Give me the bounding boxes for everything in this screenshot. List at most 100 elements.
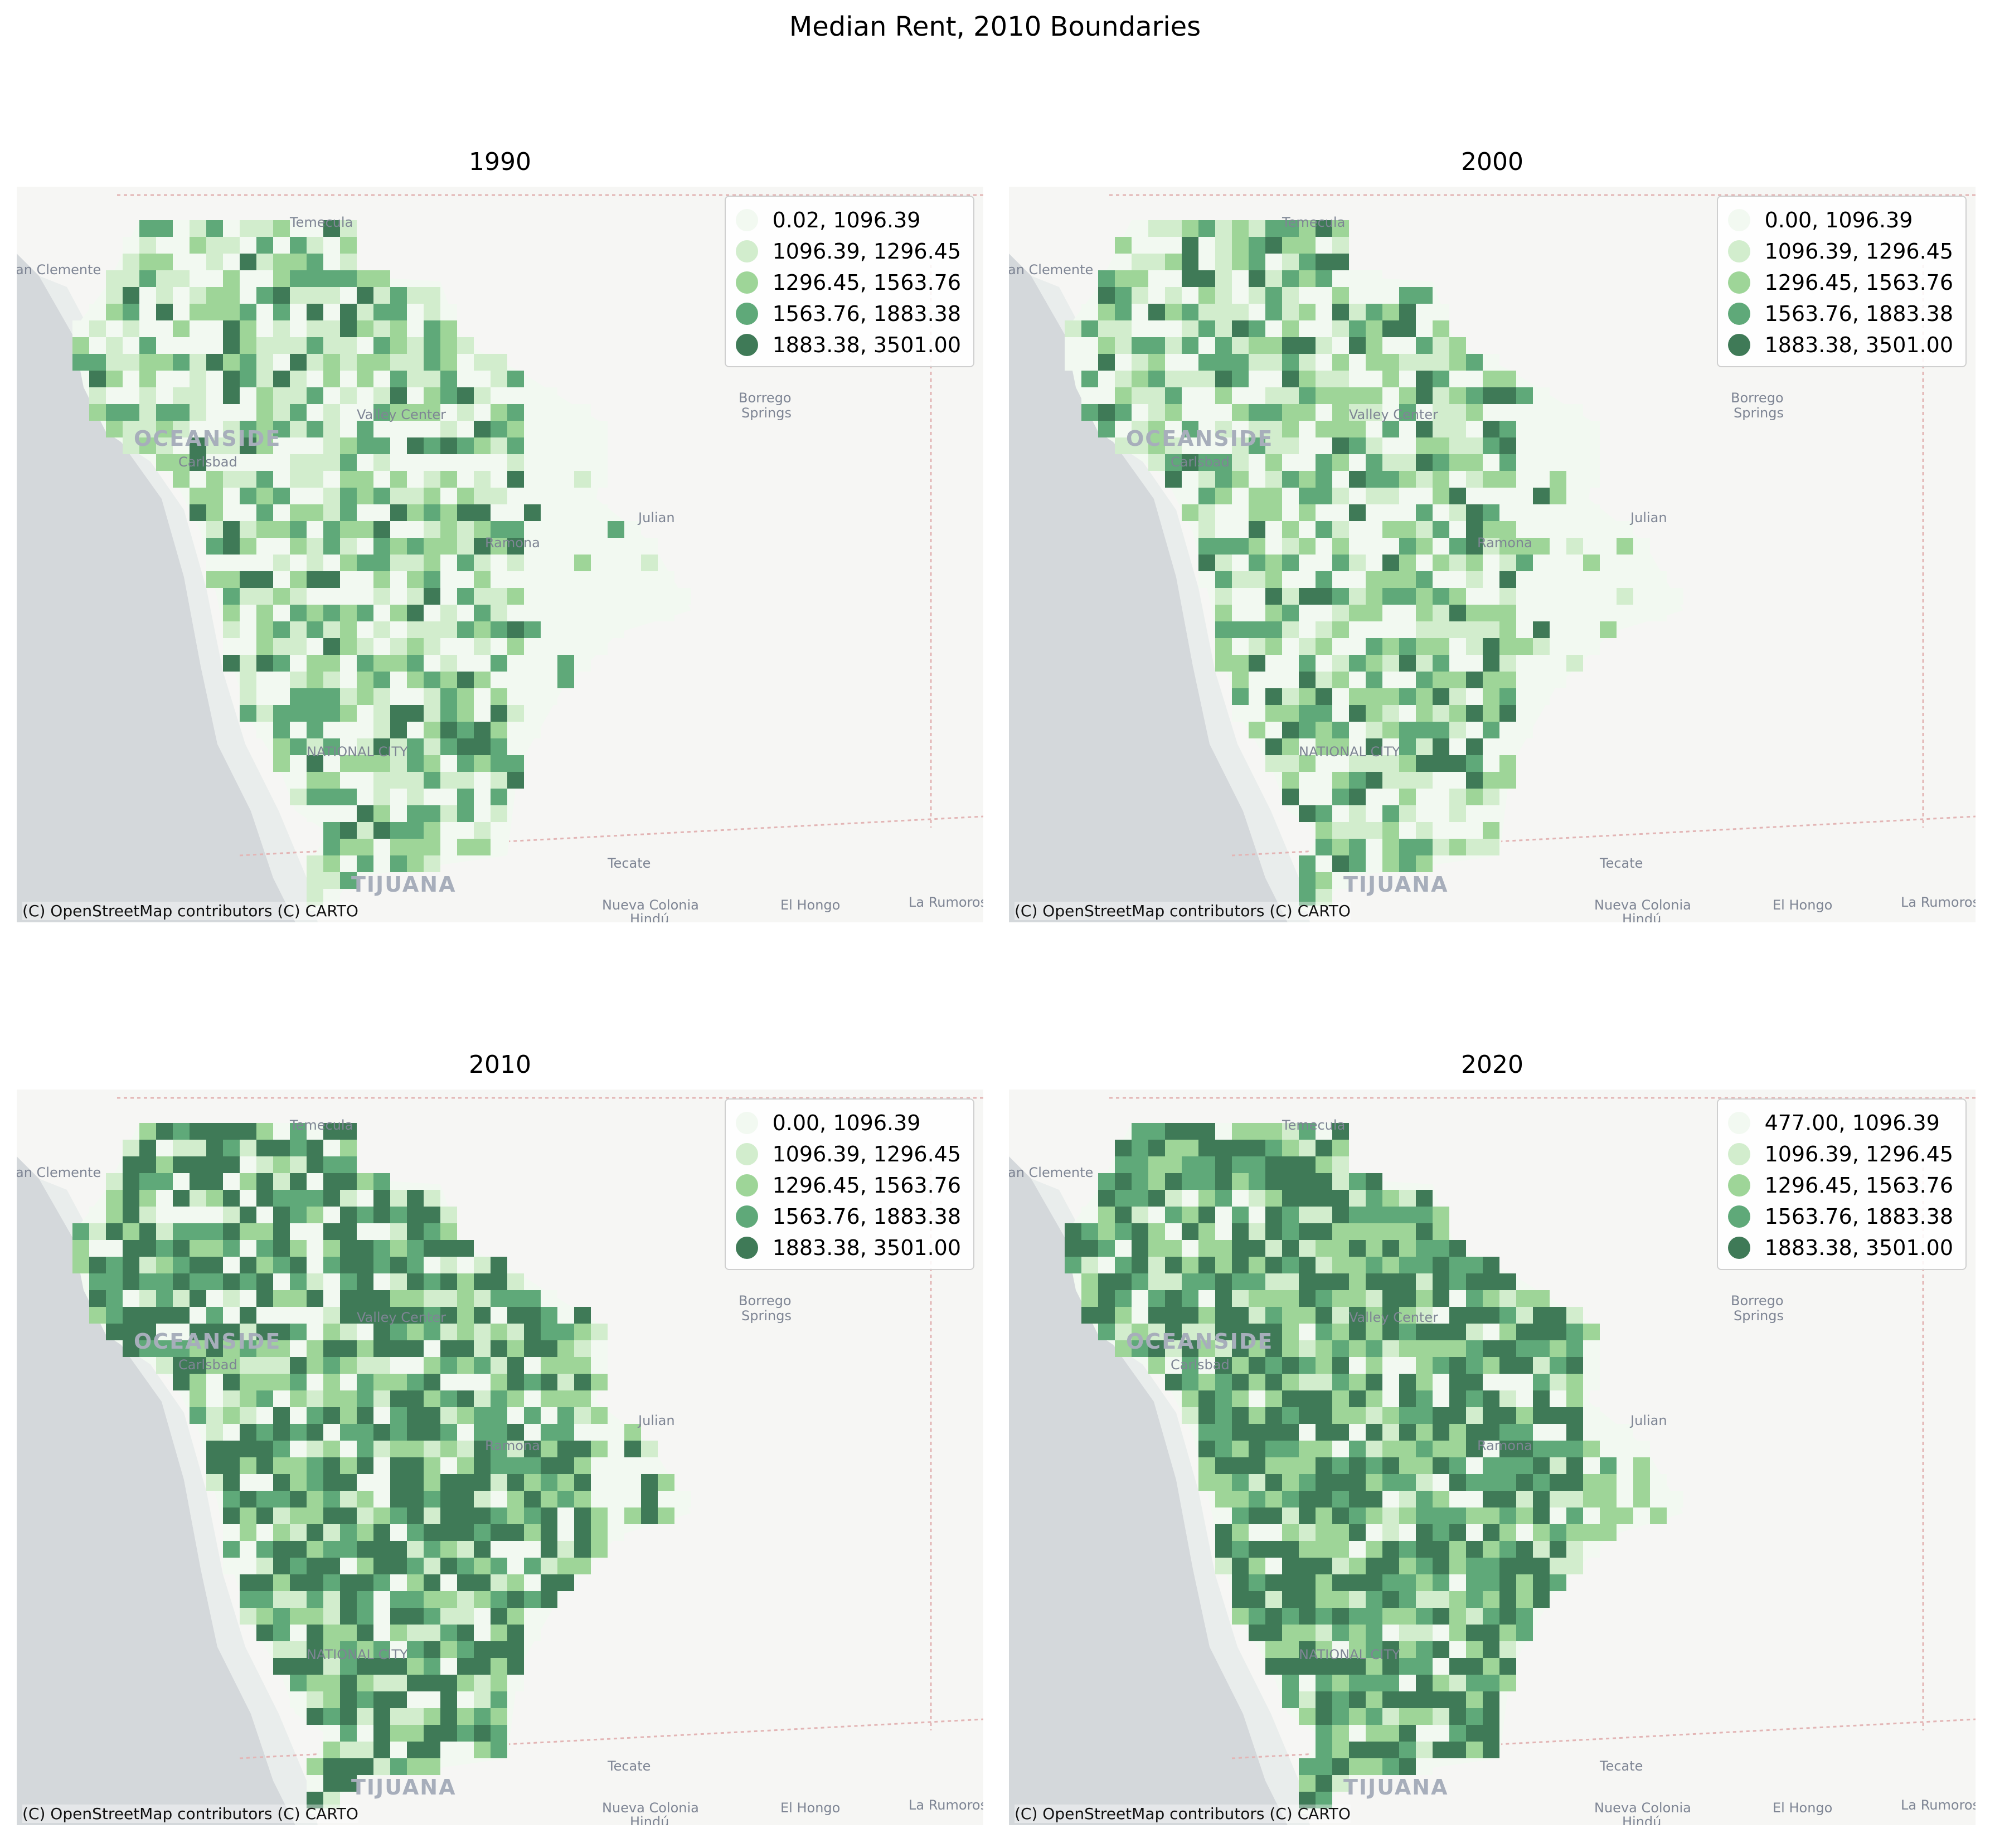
census-tract[interactable] bbox=[307, 387, 323, 404]
census-tract[interactable] bbox=[1165, 337, 1182, 354]
census-tract[interactable] bbox=[424, 1658, 440, 1675]
census-tract[interactable] bbox=[123, 1140, 139, 1156]
census-tract[interactable] bbox=[574, 621, 591, 638]
census-tract[interactable] bbox=[1433, 772, 1449, 789]
census-tract[interactable] bbox=[1499, 1390, 1516, 1407]
census-tract[interactable] bbox=[1499, 588, 1516, 605]
census-tract[interactable] bbox=[190, 1123, 206, 1140]
census-tract[interactable] bbox=[340, 1507, 357, 1524]
census-tract[interactable] bbox=[1165, 471, 1182, 488]
census-tract[interactable] bbox=[491, 1658, 507, 1675]
census-tract[interactable] bbox=[1265, 454, 1282, 471]
census-tract[interactable] bbox=[190, 437, 206, 454]
census-tract[interactable] bbox=[206, 371, 223, 387]
census-tract[interactable] bbox=[373, 337, 390, 354]
census-tract[interactable] bbox=[1550, 1558, 1566, 1574]
census-tract[interactable] bbox=[1600, 1491, 1617, 1507]
census-tract[interactable] bbox=[1349, 488, 1366, 504]
census-tract[interactable] bbox=[1499, 1307, 1516, 1324]
census-tract[interactable] bbox=[223, 655, 240, 672]
census-tract[interactable] bbox=[1299, 1708, 1316, 1725]
census-tract[interactable] bbox=[1483, 1558, 1499, 1574]
census-tract[interactable] bbox=[1182, 1357, 1198, 1374]
census-tract[interactable] bbox=[507, 371, 524, 387]
census-tract[interactable] bbox=[1232, 638, 1249, 655]
census-tract[interactable] bbox=[591, 588, 608, 605]
census-tract[interactable] bbox=[357, 1390, 373, 1407]
census-tract[interactable] bbox=[440, 638, 457, 655]
census-tract[interactable] bbox=[1483, 1491, 1499, 1507]
census-tract[interactable] bbox=[1550, 555, 1566, 571]
census-tract[interactable] bbox=[1550, 672, 1566, 688]
census-tract[interactable] bbox=[290, 638, 307, 655]
census-tract[interactable] bbox=[1299, 805, 1316, 822]
census-tract[interactable] bbox=[373, 855, 390, 872]
census-tract[interactable] bbox=[340, 805, 357, 822]
census-tract[interactable] bbox=[1382, 538, 1399, 555]
census-tract[interactable] bbox=[256, 1240, 273, 1257]
census-tract[interactable] bbox=[390, 337, 407, 354]
census-tract[interactable] bbox=[1499, 1507, 1516, 1524]
census-tract[interactable] bbox=[323, 304, 340, 320]
census-tract[interactable] bbox=[574, 1357, 591, 1374]
census-tract[interactable] bbox=[1433, 1457, 1449, 1474]
census-tract[interactable] bbox=[1483, 1474, 1499, 1491]
census-tract[interactable] bbox=[1466, 1441, 1483, 1457]
census-tract[interactable] bbox=[1466, 638, 1483, 655]
census-tract[interactable] bbox=[373, 504, 390, 521]
census-tract[interactable] bbox=[307, 755, 323, 772]
census-tract[interactable] bbox=[340, 672, 357, 688]
census-tract[interactable] bbox=[440, 1324, 457, 1340]
census-tract[interactable] bbox=[190, 1324, 206, 1340]
census-tract[interactable] bbox=[307, 1558, 323, 1574]
census-tract[interactable] bbox=[1433, 1708, 1449, 1725]
census-tract[interactable] bbox=[357, 571, 373, 588]
census-tract[interactable] bbox=[357, 387, 373, 404]
census-tract[interactable] bbox=[457, 421, 474, 437]
census-tract[interactable] bbox=[106, 1257, 123, 1273]
census-tract[interactable] bbox=[1316, 1792, 1332, 1808]
census-tract[interactable] bbox=[1566, 1307, 1583, 1324]
census-tract[interactable] bbox=[1332, 1190, 1349, 1207]
census-tract[interactable] bbox=[1265, 655, 1282, 672]
census-tract[interactable] bbox=[1433, 805, 1449, 822]
census-tract[interactable] bbox=[1299, 320, 1316, 337]
census-tract[interactable] bbox=[357, 805, 373, 822]
census-tract[interactable] bbox=[1282, 672, 1299, 688]
census-tract[interactable] bbox=[1232, 672, 1249, 688]
census-tract[interactable] bbox=[240, 1340, 256, 1357]
census-tract[interactable] bbox=[1198, 387, 1215, 404]
census-tract[interactable] bbox=[1349, 605, 1366, 621]
census-tract[interactable] bbox=[1115, 1273, 1132, 1290]
census-tract[interactable] bbox=[290, 588, 307, 605]
census-tract[interactable] bbox=[323, 672, 340, 688]
census-tract[interactable] bbox=[223, 354, 240, 371]
census-tract[interactable] bbox=[1198, 521, 1215, 538]
census-tract[interactable] bbox=[1399, 437, 1416, 454]
census-tract[interactable] bbox=[390, 789, 407, 805]
census-tract[interactable] bbox=[1499, 1273, 1516, 1290]
census-tract[interactable] bbox=[173, 1240, 190, 1257]
census-tract[interactable] bbox=[1366, 1591, 1382, 1608]
census-tract[interactable] bbox=[1265, 1307, 1282, 1324]
census-tract[interactable] bbox=[1232, 337, 1249, 354]
census-tract[interactable] bbox=[440, 320, 457, 337]
census-tract[interactable] bbox=[156, 1240, 173, 1257]
census-tract[interactable] bbox=[1215, 1390, 1232, 1407]
census-tract[interactable] bbox=[1349, 1574, 1366, 1591]
census-tract[interactable] bbox=[273, 1123, 290, 1140]
census-tract[interactable] bbox=[1165, 454, 1182, 471]
census-tract[interactable] bbox=[1332, 738, 1349, 755]
census-tract[interactable] bbox=[1065, 337, 1081, 354]
census-tract[interactable] bbox=[1215, 1424, 1232, 1441]
census-tract[interactable] bbox=[390, 1541, 407, 1558]
census-tract[interactable] bbox=[407, 1491, 424, 1507]
census-tract[interactable] bbox=[240, 571, 256, 588]
census-tract[interactable] bbox=[1600, 605, 1617, 621]
census-tract[interactable] bbox=[1282, 304, 1299, 320]
census-tract[interactable] bbox=[1098, 1190, 1115, 1207]
census-tract[interactable] bbox=[156, 1190, 173, 1207]
census-tract[interactable] bbox=[173, 454, 190, 471]
census-tract[interactable] bbox=[1299, 855, 1316, 872]
census-tract[interactable] bbox=[307, 237, 323, 254]
